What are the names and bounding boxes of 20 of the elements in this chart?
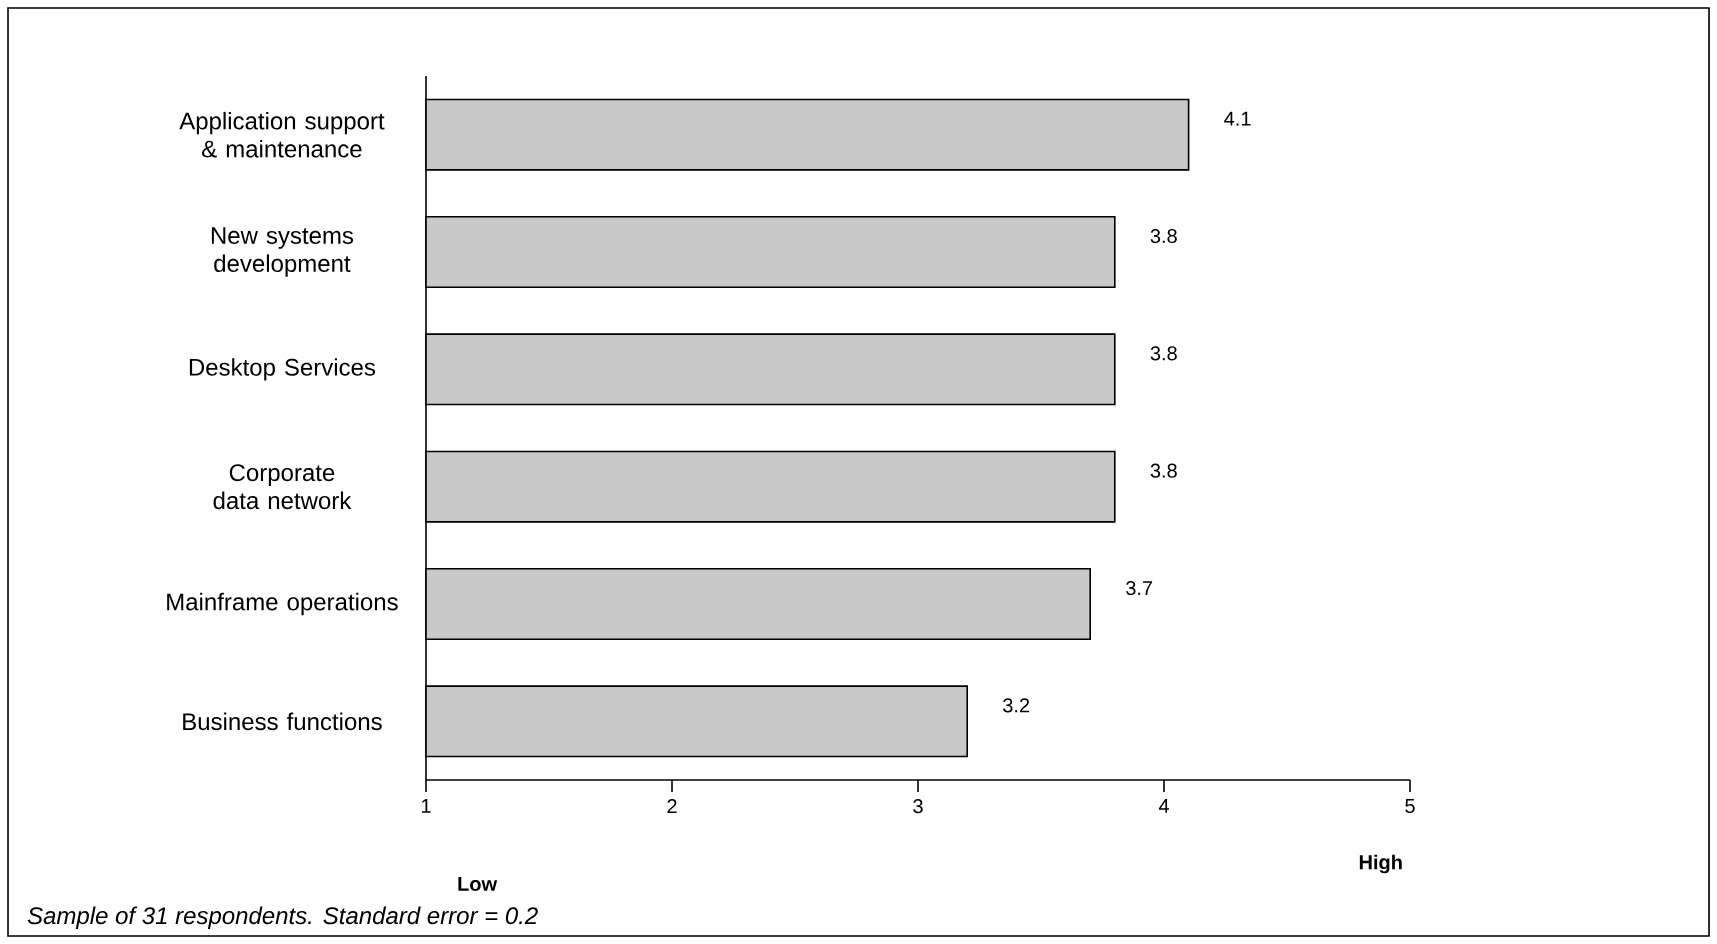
text: High: [1359, 854, 1402, 874]
y-tick-label: Mainframe operations: [167, 592, 398, 616]
x-tick-label: 5: [1405, 799, 1415, 814]
text: Low: [458, 877, 498, 891]
data-label: 3.8: [1150, 463, 1177, 478]
text: Sample of 31 respondents. Standard error = 0.2: [27, 906, 538, 929]
y-tick-label: Corporate data network: [213, 464, 352, 510]
data-label: 3.8: [1150, 228, 1177, 244]
data-label: 4.1: [1224, 111, 1251, 126]
data-label: 3.8: [1150, 346, 1177, 361]
y-tick-label: Business functions: [183, 712, 382, 731]
x-tick-label: 1: [421, 799, 431, 813]
x-tick-label: 4: [1158, 799, 1169, 813]
y-tick-label: Desktop Services: [189, 358, 376, 381]
data-label: 3.7: [1126, 580, 1153, 596]
data-label: 3.2: [1003, 698, 1030, 713]
x-tick-label: 3: [913, 799, 923, 814]
y-tick-label: New systems development: [211, 227, 354, 277]
y-tick-label: Application support & maintenance: [179, 111, 385, 158]
x-tick-label: 2: [667, 799, 677, 814]
